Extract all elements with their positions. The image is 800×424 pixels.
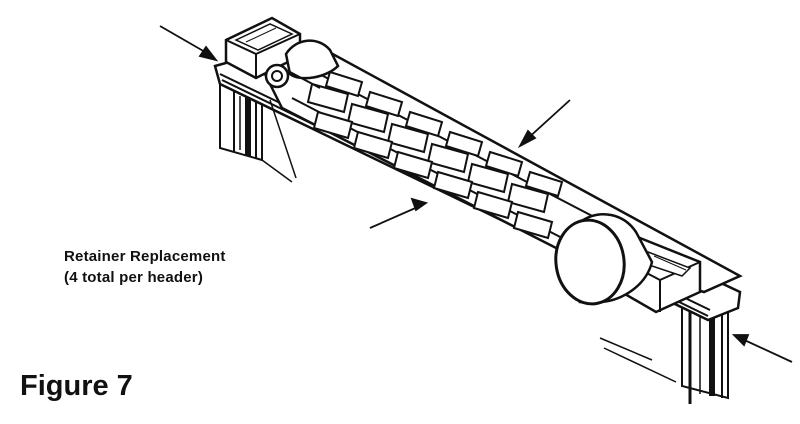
leader-lines bbox=[261, 159, 677, 383]
retainer-blocks bbox=[306, 70, 564, 240]
left-bolt-icon bbox=[264, 63, 290, 89]
right-support-leg bbox=[681, 298, 729, 404]
left-end-box bbox=[224, 16, 302, 80]
pointer-arrows bbox=[159, 25, 793, 363]
retainer-replacement-note: Retainer Replacement (4 total per header… bbox=[64, 246, 226, 288]
arrow-head-icon bbox=[517, 129, 537, 149]
note-line-2: (4 total per header) bbox=[64, 269, 204, 286]
cylinder-end-face bbox=[554, 218, 626, 306]
left-end-cap bbox=[264, 39, 340, 89]
arrow-head-icon bbox=[410, 197, 429, 212]
note-line-1: Retainer Replacement bbox=[64, 248, 226, 265]
arrow-head-icon bbox=[198, 45, 219, 62]
figure-title: Figure 7 bbox=[20, 370, 133, 402]
arrow-head-icon bbox=[731, 334, 750, 347]
right-cylinder bbox=[554, 213, 654, 306]
